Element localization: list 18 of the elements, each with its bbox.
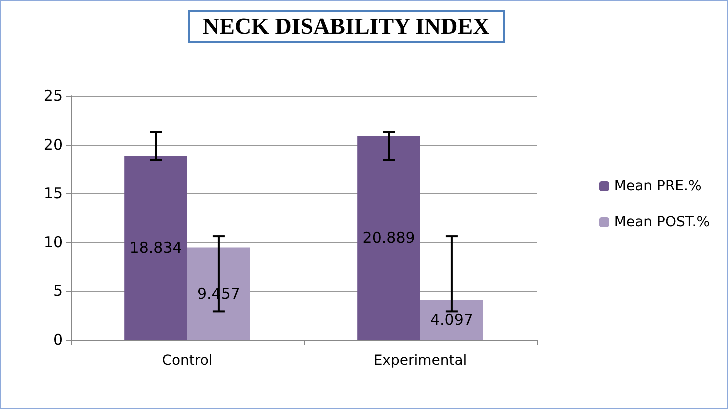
bar bbox=[188, 248, 250, 340]
data-label: 4.097 bbox=[430, 311, 474, 330]
legend-label: Mean PRE.% bbox=[614, 178, 702, 194]
y-tick-label: 10 bbox=[44, 233, 63, 252]
chart-title: NECK DISABILITY INDEX bbox=[203, 14, 490, 39]
data-label: 18.834 bbox=[130, 239, 182, 258]
x-tick-label: Experimental bbox=[374, 353, 468, 369]
x-tick-label: Control bbox=[162, 353, 213, 369]
bar bbox=[420, 300, 484, 340]
y-tick-label: 20 bbox=[44, 136, 63, 154]
data-label: 20.889 bbox=[362, 229, 416, 248]
y-tick-label: 5 bbox=[53, 282, 63, 300]
y-tick-label: 0 bbox=[53, 331, 63, 349]
bar bbox=[124, 156, 188, 340]
legend-label: Mean POST.% bbox=[614, 214, 710, 230]
bar bbox=[358, 136, 420, 340]
y-tick-label: 15 bbox=[44, 184, 63, 203]
y-tick-label: 25 bbox=[44, 87, 63, 105]
